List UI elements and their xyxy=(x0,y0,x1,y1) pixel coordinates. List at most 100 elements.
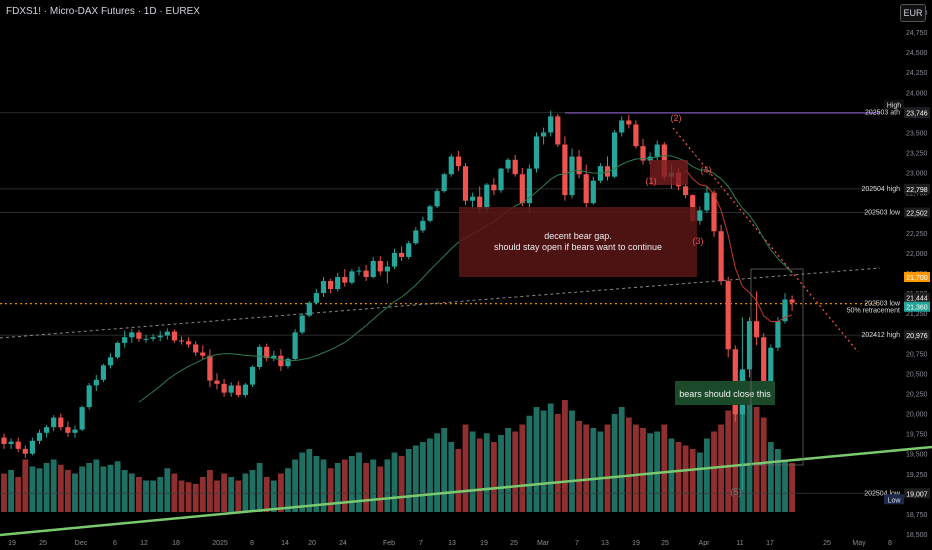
x-tick-label: May xyxy=(852,540,866,547)
volume-bar xyxy=(782,459,788,512)
gap-annotation-box xyxy=(459,207,697,277)
volume-bar xyxy=(547,403,554,512)
x-tick-label: 8 xyxy=(250,540,254,547)
level-label: 202412 high xyxy=(861,332,900,339)
currency-button[interactable]: EUR xyxy=(900,4,926,22)
x-tick-label: 7 xyxy=(419,540,423,547)
volume-bar xyxy=(519,424,526,512)
candle xyxy=(654,144,660,157)
candle xyxy=(356,270,362,272)
x-tick-label: 20 xyxy=(308,540,316,547)
volume-bar xyxy=(270,480,277,512)
x-tick-label: 19 xyxy=(8,540,16,547)
candle xyxy=(470,196,476,201)
y-tick-label: 23,500 xyxy=(906,130,928,137)
candle xyxy=(377,260,383,272)
gap-annotation-line2: should stay open if bears want to contin… xyxy=(494,242,662,252)
volume-bar xyxy=(746,389,753,512)
x-tick-label: 13 xyxy=(601,540,609,547)
x-tick-label: 12 xyxy=(140,540,148,547)
level-label: 202504 low xyxy=(864,490,901,497)
y-tick-label: 22,000 xyxy=(906,251,928,258)
price-tag-bg xyxy=(904,207,930,218)
candle xyxy=(58,417,64,428)
volume-bar xyxy=(753,407,760,512)
candle xyxy=(448,156,454,175)
candle xyxy=(569,156,575,196)
volume-bar xyxy=(469,431,476,512)
candle xyxy=(789,299,795,303)
y-tick-label: 21,250 xyxy=(906,311,928,318)
candle xyxy=(164,331,170,336)
candle xyxy=(65,427,71,433)
level-tag: High xyxy=(887,103,902,110)
candle xyxy=(768,347,774,384)
price-tag-bg xyxy=(904,488,930,499)
ema-line xyxy=(685,169,793,323)
price-tag: 19,007 xyxy=(906,491,928,498)
volume-bar xyxy=(65,470,71,512)
candle xyxy=(746,321,753,370)
level-label: 202503 low xyxy=(864,301,901,308)
volume-bar xyxy=(256,463,263,512)
price-tag-bg xyxy=(904,183,930,194)
volume-bar xyxy=(483,433,490,512)
wave-label: (2) xyxy=(671,113,682,123)
candle xyxy=(363,270,369,278)
price-tag: 21,360 xyxy=(906,305,928,312)
price-tag-bg xyxy=(904,292,930,303)
volume-bar xyxy=(320,459,327,512)
volume-bar xyxy=(583,424,590,512)
x-tick-label: 25 xyxy=(510,540,518,547)
candle xyxy=(178,340,185,342)
volume-bar xyxy=(633,424,639,512)
candle xyxy=(619,120,625,133)
candle xyxy=(590,180,596,204)
candle xyxy=(704,192,710,211)
candle xyxy=(754,321,760,338)
candle xyxy=(242,384,248,396)
price-tag: 21,444 xyxy=(906,296,928,303)
volume-bar xyxy=(526,415,533,512)
volume-bar xyxy=(327,468,334,512)
candle xyxy=(434,191,440,207)
volume-bar xyxy=(242,473,249,512)
volume-bar xyxy=(43,463,50,512)
candle xyxy=(235,385,241,396)
candle xyxy=(136,332,142,339)
volume-bar xyxy=(725,410,732,512)
volume-bar xyxy=(775,449,781,512)
volume-bar xyxy=(22,459,29,512)
candle xyxy=(399,252,405,257)
candle xyxy=(292,332,298,359)
volume-bar xyxy=(696,452,703,512)
volume-bar xyxy=(136,477,142,512)
x-tick-label: Feb xyxy=(383,540,395,547)
wave-label: (1) xyxy=(646,176,657,186)
candle xyxy=(718,231,724,282)
volume-bar xyxy=(533,407,540,512)
y-tick-label: 22,250 xyxy=(906,231,928,238)
candle xyxy=(406,243,412,257)
volume-bar xyxy=(228,477,235,512)
candle xyxy=(328,281,334,290)
y-tick-label: 24,000 xyxy=(906,90,928,97)
volume-bar xyxy=(356,452,362,512)
candle xyxy=(150,337,156,339)
candle xyxy=(228,385,234,393)
volume-bar xyxy=(306,449,313,512)
candle xyxy=(22,448,28,454)
level-tag: Low xyxy=(888,497,902,504)
candle xyxy=(15,441,21,449)
volume-bar xyxy=(491,442,497,512)
volume-bar xyxy=(554,414,561,512)
candle xyxy=(278,355,284,367)
y-tick-label: 18,500 xyxy=(906,532,928,539)
candle xyxy=(86,385,92,408)
price-tag: 22,798 xyxy=(906,187,928,194)
x-tick-label: 19 xyxy=(632,540,640,547)
volume-bar xyxy=(235,480,242,512)
volume-bar xyxy=(207,470,213,512)
volume-bar xyxy=(405,449,412,512)
